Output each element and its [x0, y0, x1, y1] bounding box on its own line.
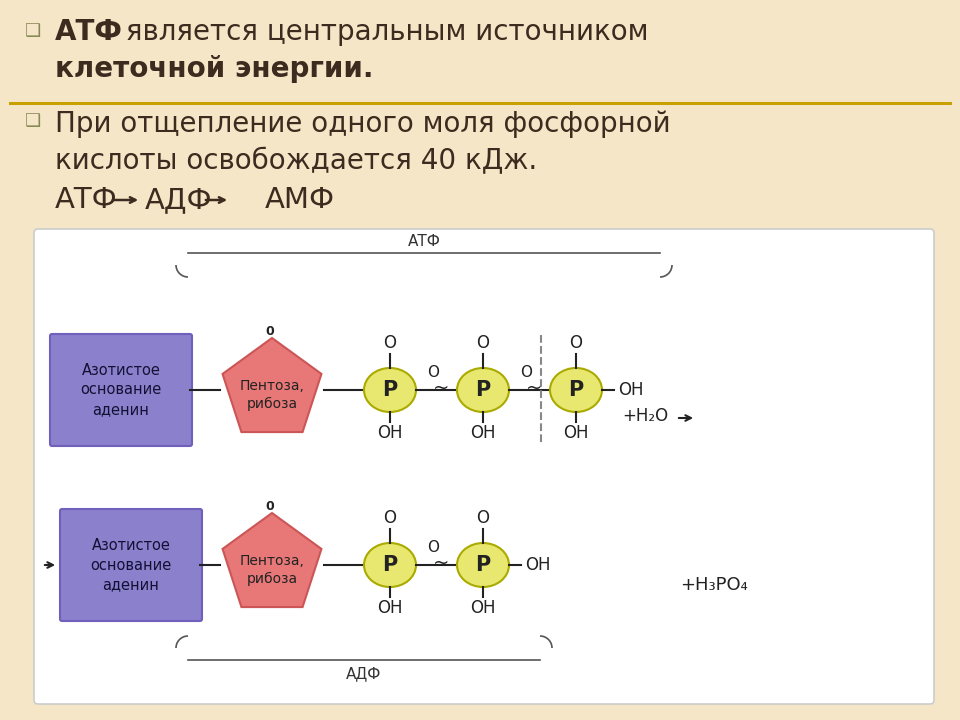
Text: АТФ: АТФ	[408, 234, 441, 249]
Text: +H₃PO₄: +H₃PO₄	[680, 576, 748, 594]
Text: O: O	[476, 509, 490, 527]
Text: OH: OH	[377, 599, 403, 617]
Text: кислоты освобождается 40 кДж.: кислоты освобождается 40 кДж.	[55, 147, 538, 175]
Text: 0: 0	[266, 500, 275, 513]
Text: O: O	[427, 540, 440, 555]
Text: ~: ~	[433, 554, 449, 572]
Text: Азотистое
основание
аденин: Азотистое основание аденин	[81, 363, 161, 418]
Polygon shape	[223, 338, 322, 432]
Text: O: O	[569, 334, 583, 352]
Text: OH: OH	[525, 556, 550, 574]
Text: является центральным источником: является центральным источником	[117, 18, 649, 46]
Text: O: O	[520, 365, 533, 380]
Text: O: O	[383, 334, 396, 352]
Text: OH: OH	[377, 424, 403, 442]
Text: P: P	[568, 380, 584, 400]
FancyBboxPatch shape	[60, 509, 202, 621]
Text: ❑: ❑	[25, 112, 41, 130]
Text: P: P	[382, 380, 397, 400]
FancyBboxPatch shape	[50, 334, 192, 446]
Text: O: O	[427, 365, 440, 380]
Text: ~: ~	[433, 379, 449, 397]
Ellipse shape	[364, 368, 416, 412]
Ellipse shape	[364, 543, 416, 587]
Text: +H₂O: +H₂O	[622, 407, 668, 425]
Text: ❑: ❑	[25, 22, 41, 40]
Ellipse shape	[457, 368, 509, 412]
Text: Азотистое
основание
аденин: Азотистое основание аденин	[90, 538, 172, 593]
Text: При отщепление одного моля фосфорной: При отщепление одного моля фосфорной	[55, 110, 671, 138]
Text: O: O	[383, 509, 396, 527]
Text: АТФ: АТФ	[55, 186, 118, 214]
Text: P: P	[382, 555, 397, 575]
Text: O: O	[476, 334, 490, 352]
Text: Пентоза,
рибоза: Пентоза, рибоза	[240, 379, 304, 411]
Text: OH: OH	[470, 599, 495, 617]
Text: АМФ: АМФ	[265, 186, 335, 214]
Text: OH: OH	[470, 424, 495, 442]
Text: OH: OH	[618, 381, 643, 399]
Text: P: P	[475, 555, 491, 575]
Ellipse shape	[457, 543, 509, 587]
Text: АДФ: АДФ	[145, 186, 212, 214]
Text: клеточной энергии.: клеточной энергии.	[55, 55, 373, 83]
Text: АТФ: АТФ	[55, 18, 123, 46]
Ellipse shape	[550, 368, 602, 412]
Polygon shape	[223, 513, 322, 607]
Text: P: P	[475, 380, 491, 400]
Text: Пентоза,
рибоза: Пентоза, рибоза	[240, 554, 304, 586]
Text: ~: ~	[526, 379, 542, 397]
Text: 0: 0	[266, 325, 275, 338]
Text: АДФ: АДФ	[347, 666, 382, 681]
FancyBboxPatch shape	[34, 229, 934, 704]
Text: OH: OH	[564, 424, 588, 442]
